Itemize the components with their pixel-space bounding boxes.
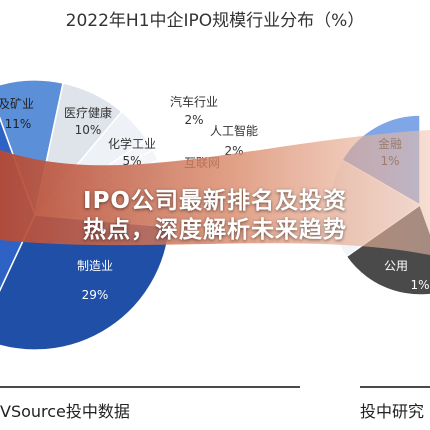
pie-value-2: 10% [75, 123, 102, 137]
pie-label-4: 汽车行业 [170, 94, 218, 109]
overlay-headline-line2: 热点，深度解析未来趋势 [83, 217, 347, 243]
pie-label-5: 人工智能 [210, 123, 258, 138]
pie2-label-1: 公用 [384, 259, 408, 273]
pie-value-4: 2% [184, 113, 203, 127]
source-label-right: 投中研究 [360, 402, 425, 421]
pie-label-2: 医疗健康 [64, 105, 112, 120]
overlay-band-shape [0, 130, 430, 255]
pie2-value-1: 1% [410, 278, 429, 292]
pie-slice-0 [0, 214, 171, 351]
overlay-headline-line1: IPO公司最新排名及投资 [83, 188, 347, 214]
source-rule-right [360, 386, 430, 388]
pie-value-1: 11% [5, 117, 32, 131]
source-label-left: VSource投中数据 [0, 402, 130, 421]
pie-value-0: 29% [82, 288, 109, 302]
chart-title: 2022年H1中企IPO规模行业分布（%） [65, 11, 365, 31]
overlay-band [0, 130, 430, 255]
pie-label-3: 化学工业 [108, 136, 156, 151]
pie-label-1: 源及矿业 [0, 97, 34, 111]
pie-label-0: 制造业 [77, 259, 113, 273]
source-rule-left [0, 386, 300, 388]
